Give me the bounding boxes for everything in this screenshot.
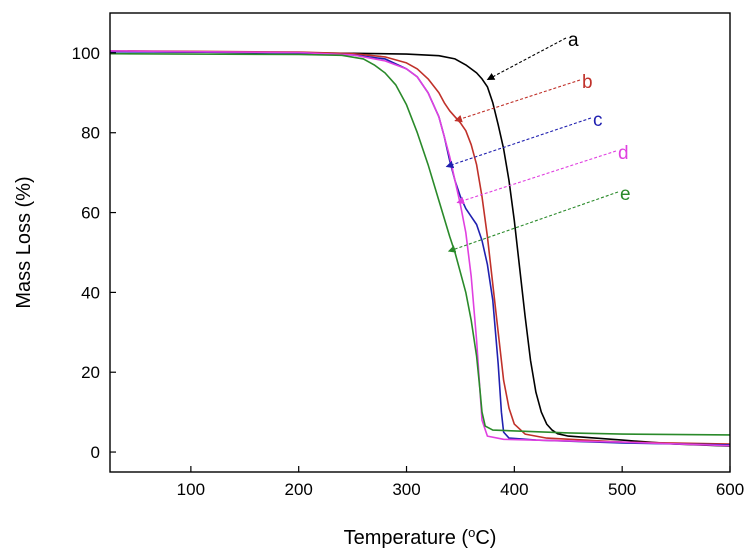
arrow-b [454, 79, 581, 123]
arrow-a [486, 37, 567, 81]
x-tick-label: 200 [285, 480, 313, 499]
y-tick-label: 0 [91, 443, 100, 462]
curve-label-a: a [568, 30, 579, 51]
arrow-c [445, 117, 592, 169]
arrow-layer [445, 37, 619, 253]
series-line-b [110, 50, 730, 445]
y-tick-label: 20 [81, 363, 100, 382]
curve-label-e: e [620, 184, 631, 205]
series-line-d [110, 50, 730, 447]
series-line-a [110, 50, 730, 447]
curve-layer [110, 50, 730, 447]
y-tick-label: 80 [81, 124, 100, 143]
x-tick-label: 500 [608, 480, 636, 499]
curve-label-d: d [618, 143, 629, 164]
y-tick-label: 60 [81, 204, 100, 223]
series-line-c [110, 50, 730, 446]
y-axis-title: Mass Loss (%) [13, 176, 35, 308]
curve-label-b: b [582, 72, 593, 93]
series-line-e [110, 52, 730, 436]
curve-label-c: c [593, 110, 603, 131]
tick-layer: 100 200 300 400 500 600 0 20 40 60 80 100 [72, 44, 745, 499]
x-tick-label: 100 [177, 480, 205, 499]
x-tick-label: 300 [392, 480, 420, 499]
arrow-d [456, 150, 617, 205]
x-tick-label: 400 [500, 480, 528, 499]
plot-frame [109, 12, 731, 473]
x-axis-title: Temperature (oC) [344, 525, 497, 550]
y-tick-label: 40 [81, 283, 100, 302]
y-tick-label: 100 [72, 44, 100, 63]
x-tick-label: 600 [716, 480, 744, 499]
